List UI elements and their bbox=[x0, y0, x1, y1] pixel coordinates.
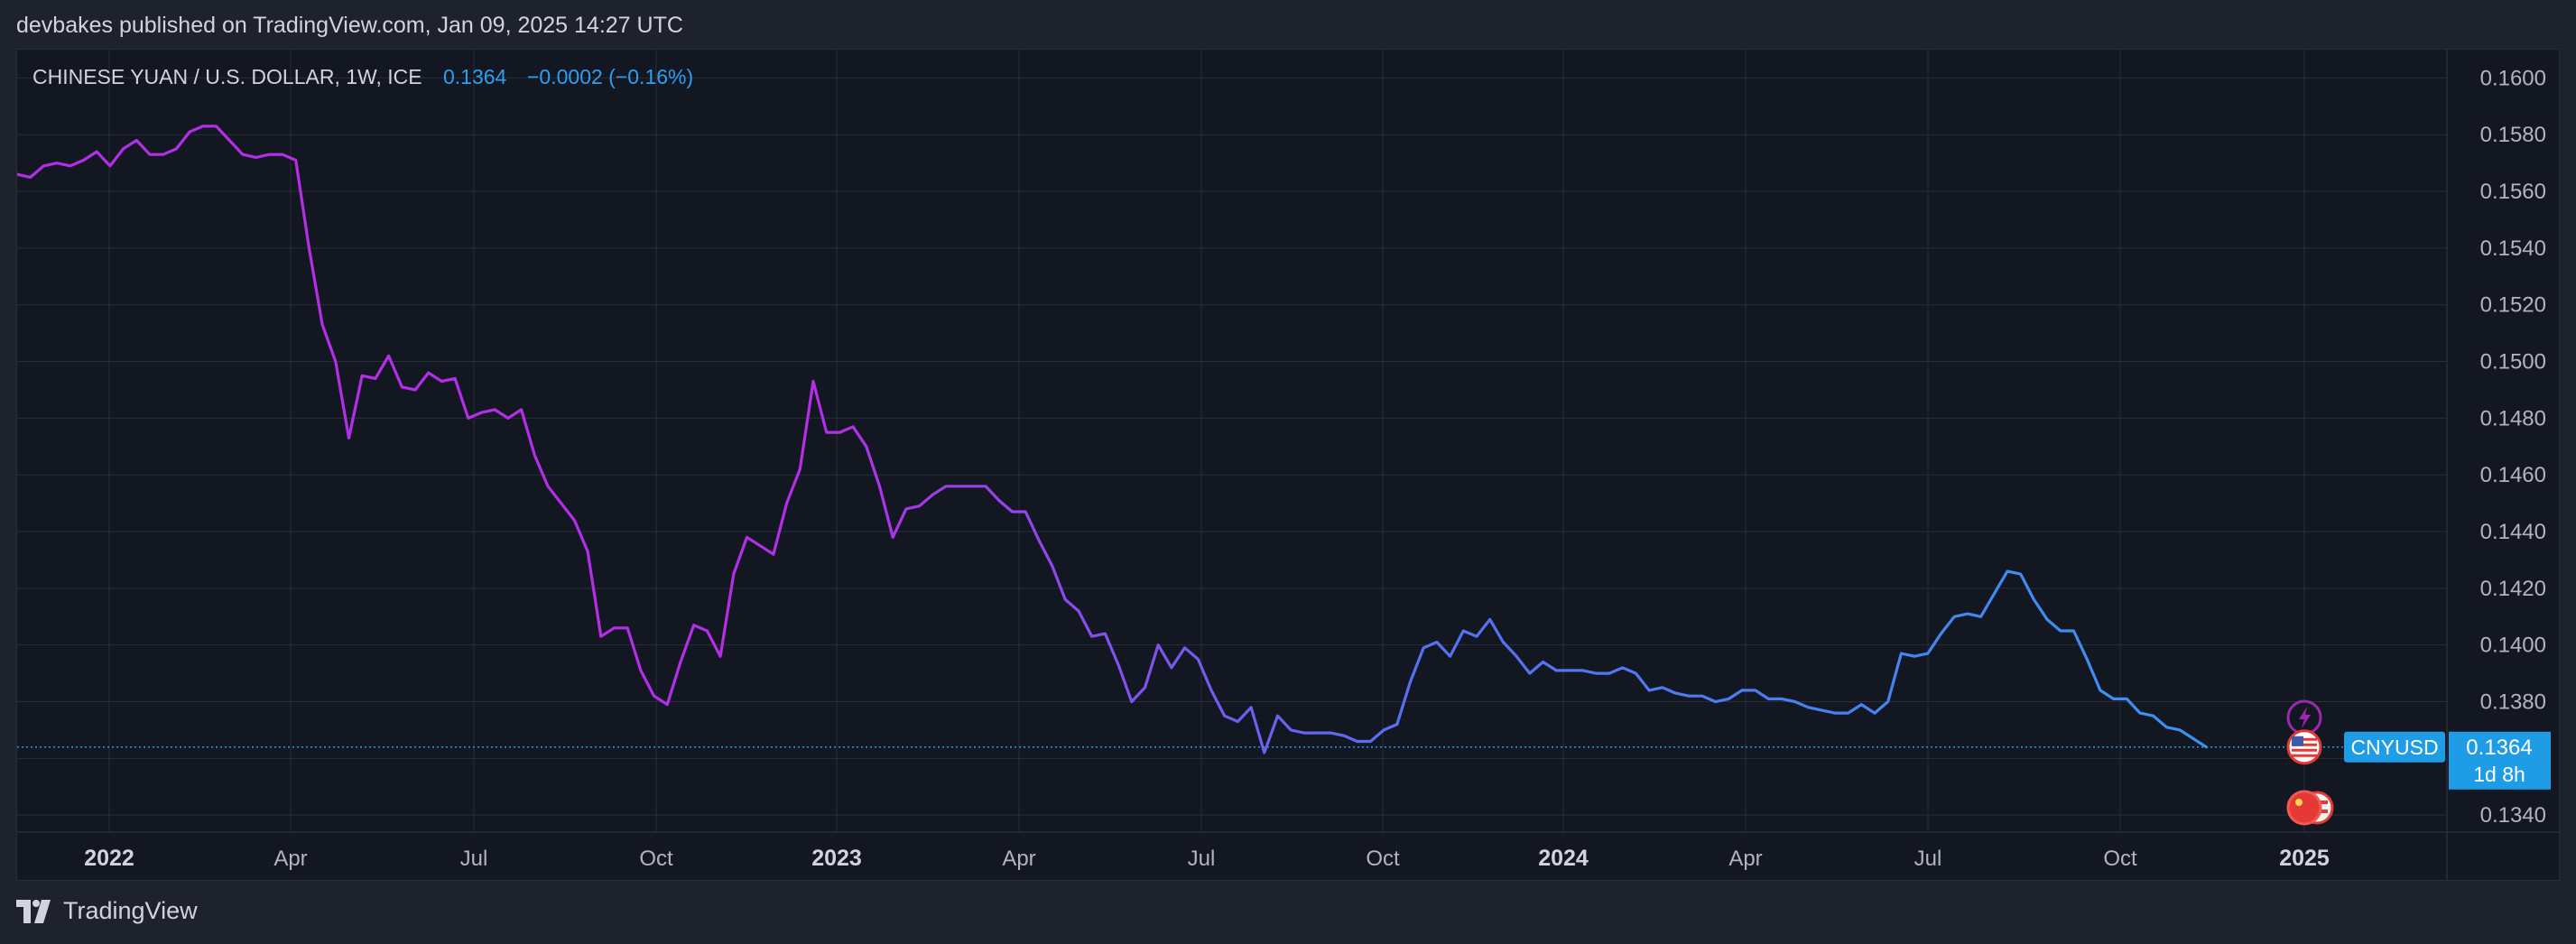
x-tick-label: Apr bbox=[1002, 847, 1035, 871]
x-tick-label: 2025 bbox=[2279, 846, 2330, 871]
y-tick-label: 0.1600 bbox=[2480, 66, 2546, 90]
last-price-tag[interactable]: CNYUSD 0.1364 1d 8h bbox=[2344, 731, 2551, 790]
y-tick-label: 0.1340 bbox=[2480, 803, 2546, 828]
symbol-change: −0.0002 (−0.16%) bbox=[527, 65, 693, 88]
y-tick-label: 0.1580 bbox=[2480, 123, 2546, 147]
price-label: 0.1364 bbox=[2466, 736, 2532, 760]
ticker-label-box bbox=[2344, 731, 2445, 763]
price-label-box bbox=[2449, 731, 2551, 790]
x-tick-label: 2024 bbox=[1538, 846, 1589, 871]
symbol-name: CHINESE YUAN / U.S. DOLLAR, 1W, ICE bbox=[32, 65, 422, 88]
brand-name: TradingView bbox=[63, 897, 198, 924]
y-tick-label: 0.1480 bbox=[2480, 406, 2546, 430]
ticker-label: CNYUSD bbox=[2350, 736, 2438, 759]
y-tick-label: 0.1380 bbox=[2480, 690, 2546, 715]
y-tick-label: 0.1500 bbox=[2480, 350, 2546, 375]
y-tick-label: 0.1540 bbox=[2480, 236, 2546, 261]
x-tick-label: Apr bbox=[273, 847, 307, 871]
price-chart[interactable]: 0.13400.13600.13800.14000.14200.14400.14… bbox=[17, 50, 2560, 881]
y-tick-label: 0.1460 bbox=[2480, 463, 2546, 487]
grid bbox=[17, 50, 2447, 832]
x-tick-label: Oct bbox=[639, 847, 673, 871]
us-flag-event-icon[interactable] bbox=[2286, 729, 2322, 765]
y-tick-label: 0.1420 bbox=[2480, 577, 2546, 601]
footer-brand[interactable]: TradingView bbox=[16, 897, 198, 925]
x-tick-label: Jul bbox=[1914, 847, 1942, 871]
publication-header: devbakes published on TradingView.com, J… bbox=[16, 13, 683, 38]
bar-countdown: 1d 8h bbox=[2473, 763, 2525, 786]
y-tick-label: 0.1440 bbox=[2480, 520, 2546, 544]
y-tick-label: 0.1400 bbox=[2480, 634, 2546, 658]
symbol-legend[interactable]: CHINESE YUAN / U.S. DOLLAR, 1W, ICE 0.13… bbox=[32, 65, 693, 88]
chart-panel[interactable]: 0.13400.13600.13800.14000.14200.14400.14… bbox=[16, 49, 2560, 881]
y-tick-label: 0.1520 bbox=[2480, 293, 2546, 318]
axis-separators bbox=[17, 50, 2559, 880]
symbol-price: 0.1364 bbox=[443, 65, 507, 88]
tradingview-logo-icon bbox=[16, 899, 51, 923]
x-tick-label: Jul bbox=[460, 847, 488, 871]
x-tick-label: 2022 bbox=[84, 846, 134, 871]
x-tick-label: Jul bbox=[1188, 847, 1216, 871]
china-flag-event-icon[interactable] bbox=[2286, 790, 2334, 826]
price-series-line[interactable] bbox=[17, 125, 2209, 754]
y-tick-label: 0.1560 bbox=[2480, 180, 2546, 204]
x-tick-label: 2023 bbox=[811, 846, 862, 871]
x-tick-label: Oct bbox=[2103, 847, 2137, 871]
lightning-event-icon[interactable] bbox=[2286, 699, 2322, 736]
x-tick-label: Apr bbox=[1728, 847, 1762, 871]
x-tick-label: Oct bbox=[1366, 847, 1400, 871]
